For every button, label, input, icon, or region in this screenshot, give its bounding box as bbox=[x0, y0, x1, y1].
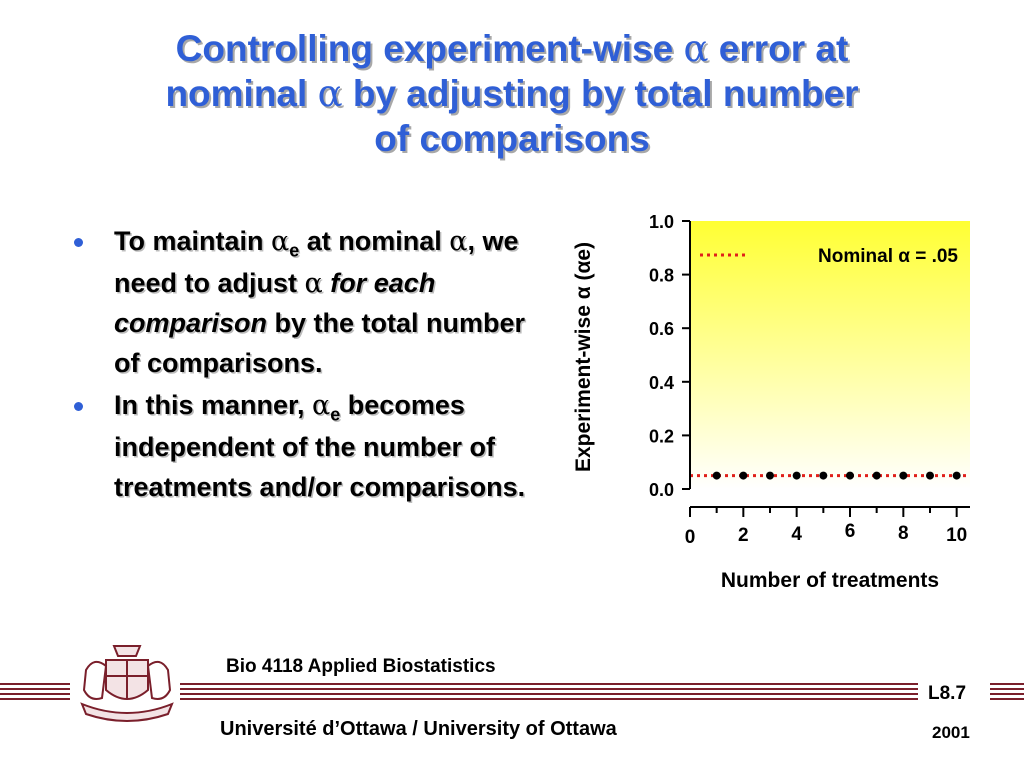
y-tick-label: 1.0 bbox=[649, 212, 674, 232]
university-crest-icon bbox=[80, 645, 174, 722]
data-point bbox=[872, 471, 881, 480]
plot-background bbox=[690, 221, 970, 489]
course-name: Bio 4118 Applied Biostatistics bbox=[226, 656, 496, 677]
bullet-item: To maintain αe at nominal α, we need to … bbox=[72, 222, 542, 384]
data-point bbox=[819, 471, 828, 480]
data-point bbox=[766, 471, 774, 480]
data-point bbox=[926, 471, 934, 480]
data-point bbox=[739, 471, 748, 480]
data-point bbox=[952, 471, 961, 480]
slide-title: Controlling experiment-wise α error at n… bbox=[165, 27, 859, 160]
y-tick-label: 0.8 bbox=[649, 266, 674, 286]
y-tick-label: 0.4 bbox=[649, 373, 674, 393]
bullet-dot bbox=[74, 401, 83, 411]
x-tick-label: 0 bbox=[685, 527, 696, 548]
y-tick-label: 0.0 bbox=[649, 480, 674, 500]
x-tick-label: 8 bbox=[898, 523, 909, 544]
y-axis-label: Experiment-wise α (αe) bbox=[572, 242, 595, 472]
x-tick-label: 6 bbox=[845, 521, 856, 542]
bullet-list: To maintain αe at nominal α, we need to … bbox=[72, 222, 542, 510]
data-point bbox=[792, 471, 801, 480]
data-point bbox=[712, 471, 721, 480]
x-axis-label: Number of treatments bbox=[721, 569, 939, 592]
chart: 0.0 0.2 0.4 0.6 0.8 1.0 0 2 4 6 8 10 Nominal α = .05… bbox=[572, 212, 970, 592]
legend-label: Nominal α = .05 bbox=[818, 246, 958, 267]
x-tick-label: 4 bbox=[791, 524, 802, 545]
data-point bbox=[846, 471, 854, 480]
x-tick-label: 10 bbox=[946, 525, 967, 546]
footer-rules bbox=[0, 683, 1024, 700]
slide-number: L8.7 bbox=[928, 683, 967, 704]
y-tick-label: 0.2 bbox=[649, 426, 674, 446]
bullet-dot bbox=[74, 238, 83, 247]
university-name: Université d’Ottawa / University of Otta… bbox=[220, 718, 617, 740]
data-point bbox=[899, 471, 908, 480]
slide-year: 2001 bbox=[932, 723, 970, 742]
bullet-item: In this manner, αe becomes independent o… bbox=[72, 386, 542, 508]
x-tick-label: 2 bbox=[738, 525, 749, 546]
y-tick-label: 0.6 bbox=[649, 319, 674, 339]
